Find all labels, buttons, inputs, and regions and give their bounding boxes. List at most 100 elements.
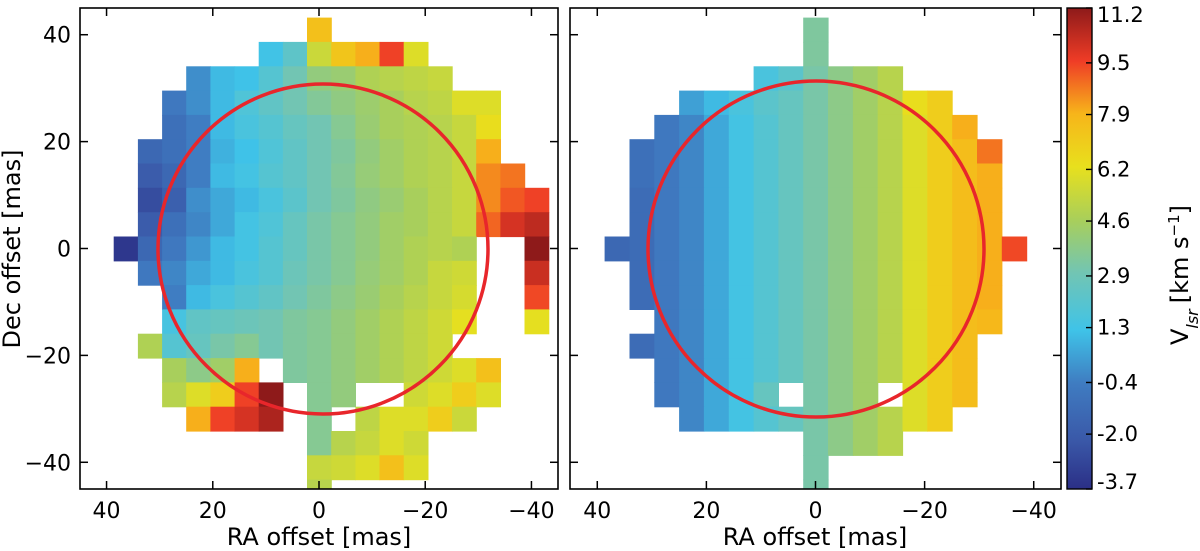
heatmap-cell	[403, 309, 429, 335]
heatmap-cell	[524, 187, 550, 213]
heatmap-cell	[403, 431, 429, 456]
colorbar-tick-label: -0.4	[1097, 370, 1138, 394]
heatmap-cell	[703, 90, 730, 116]
heatmap-cell	[524, 236, 550, 262]
heatmap-cell	[307, 358, 332, 383]
heatmap-cell	[355, 260, 381, 286]
heatmap-cell	[355, 114, 381, 140]
y-tick-label: 0	[57, 238, 71, 263]
heatmap-cell	[186, 114, 211, 140]
heatmap-cell	[927, 260, 953, 286]
heatmap-cell	[977, 236, 1003, 262]
heatmap-cell	[476, 90, 501, 116]
heatmap-cell	[234, 187, 260, 213]
heatmap-cell	[162, 358, 187, 383]
heatmap-cell	[902, 260, 928, 286]
colorbar-ticks: 11.2 9.5 7.9 6.2 4.6 2.9 1.3 -0.4 -2.0 -3.7	[1086, 3, 1144, 494]
heatmap-cell	[952, 236, 978, 262]
heatmap-cell	[234, 406, 260, 432]
heatmap-cell	[403, 163, 429, 189]
heatmap-cell	[307, 90, 332, 116]
heatmap-cell	[282, 285, 308, 310]
heatmap-cell	[679, 382, 705, 408]
colorbar-label-unit: km s	[1166, 236, 1194, 293]
heatmap-cell	[803, 285, 829, 310]
heatmap-cell	[137, 333, 163, 359]
heatmap-cell	[186, 285, 211, 310]
heatmap-cell	[852, 139, 879, 165]
heatmap-cell	[753, 285, 779, 310]
heatmap-cell	[852, 236, 879, 262]
heatmap-cell	[654, 382, 680, 408]
colorbar-label: Vlsr[km s−1]	[1165, 205, 1200, 345]
heatmap-cell	[927, 187, 953, 213]
heatmap-cell	[355, 212, 381, 238]
heatmap-cell	[753, 382, 779, 408]
heatmap-cell	[877, 139, 904, 165]
heatmap-cell	[952, 114, 978, 140]
heatmap-cell	[282, 333, 308, 359]
heatmap-cell	[927, 309, 953, 335]
heatmap-cell	[234, 260, 260, 286]
heatmap-cell	[331, 333, 356, 359]
heatmap-cell	[282, 114, 308, 140]
heatmap-cell	[427, 358, 453, 383]
heatmap-cell	[828, 90, 854, 116]
heatmap-cell	[703, 406, 730, 432]
heatmap-cell	[828, 431, 854, 456]
heatmap-cell	[803, 66, 829, 92]
heatmap-cell	[234, 309, 260, 335]
y-tick-label: 40	[43, 24, 71, 49]
heatmap-cell	[828, 163, 854, 189]
heatmap-cell	[852, 309, 879, 335]
heatmap-cell	[282, 187, 308, 213]
heatmap-cell	[828, 260, 854, 286]
heatmap-cell	[728, 260, 755, 286]
heatmap-cell	[679, 333, 705, 359]
heatmap-cell	[282, 260, 308, 286]
right-panel: 40 20 0 −20 −40 RA offset [mas]	[569, 7, 1062, 551]
heatmap-cell	[452, 90, 477, 116]
heatmap-cell	[186, 163, 211, 189]
heatmap-cell	[852, 90, 879, 116]
heatmap-cell	[803, 41, 829, 67]
heatmap-cell	[210, 236, 236, 262]
colorbar-tick-label: 4.6	[1097, 209, 1130, 233]
heatmap-cell	[629, 139, 655, 165]
heatmap-cell	[852, 187, 879, 213]
heatmap-cell	[403, 187, 429, 213]
heatmap-cell	[679, 309, 705, 335]
heatmap-cell	[952, 309, 978, 335]
heatmap-cell	[803, 236, 829, 262]
heatmap-cell	[234, 163, 260, 189]
heatmap-cell	[258, 187, 284, 213]
heatmap-cell	[927, 236, 953, 262]
heatmap-cell	[753, 90, 779, 116]
heatmap-cell	[476, 163, 501, 189]
heatmap-cell	[679, 236, 705, 262]
heatmap-cell	[379, 358, 405, 383]
heatmap-cell	[452, 358, 477, 383]
heatmap-cell	[629, 163, 655, 189]
heatmap-cell	[902, 236, 928, 262]
heatmap-cell	[828, 139, 854, 165]
heatmap-cell	[679, 406, 705, 432]
heatmap-cell	[379, 139, 405, 165]
heatmap-cell	[778, 309, 804, 335]
colorbar-label-prefix: V	[1166, 328, 1194, 345]
heatmap-cell	[803, 431, 829, 456]
heatmap-cell	[258, 285, 284, 310]
heatmap-cell	[927, 285, 953, 310]
heatmap-cell	[137, 139, 163, 165]
colorbar-gradient	[1066, 7, 1093, 490]
heatmap-cell	[828, 406, 854, 432]
heatmap-cell	[877, 260, 904, 286]
heatmap-cell	[778, 333, 804, 359]
heatmap-cell	[803, 114, 829, 140]
heatmap-cell	[778, 212, 804, 238]
heatmap-cell	[803, 455, 829, 481]
heatmap-cell	[728, 285, 755, 310]
heatmap-cell	[679, 212, 705, 238]
heatmap-cell	[828, 382, 854, 408]
heatmap-cell	[307, 41, 332, 67]
